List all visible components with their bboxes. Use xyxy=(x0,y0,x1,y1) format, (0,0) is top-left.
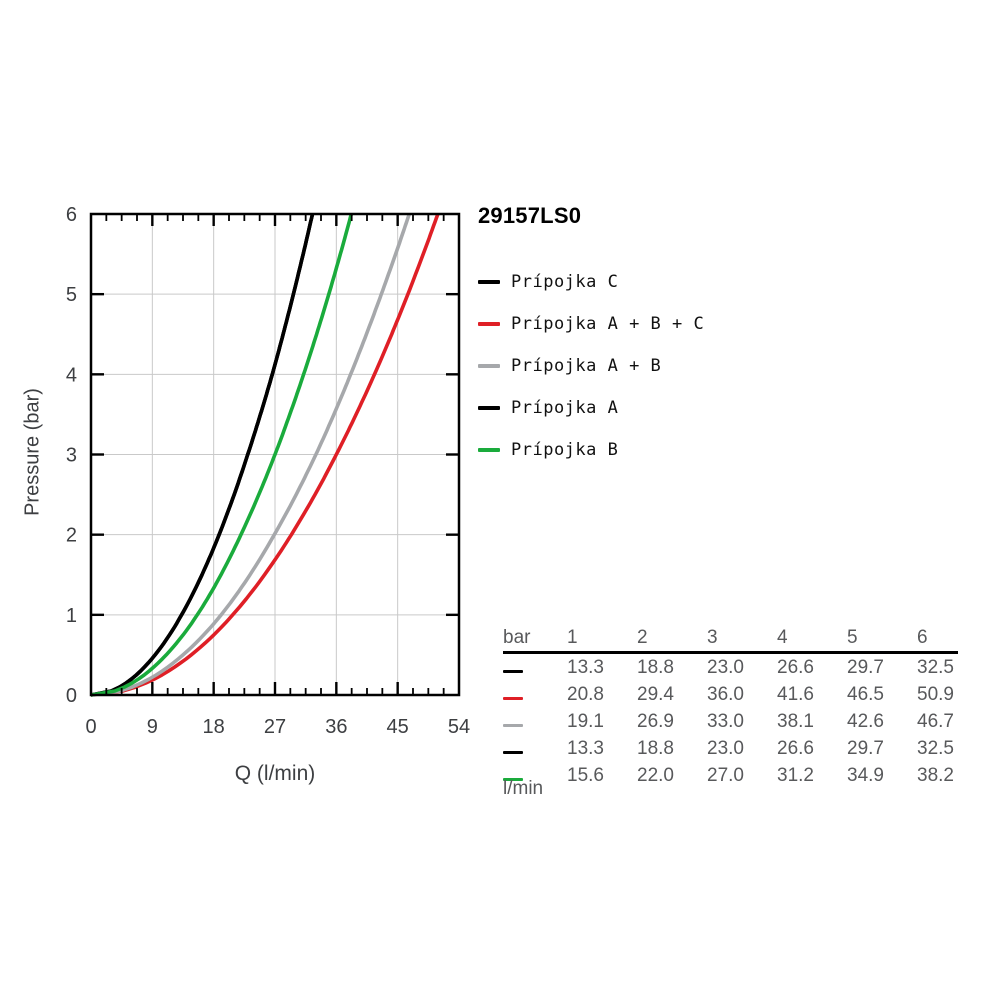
table-row-4: 15.6 22.0 27.0 31.2 34.9 38.2 xyxy=(503,762,983,789)
legend-swatch-icon xyxy=(478,280,500,284)
table-cell: 29.7 xyxy=(847,656,884,678)
row-swatch-icon xyxy=(503,750,523,754)
table-header-row: bar 1 2 3 4 5 6 xyxy=(503,627,983,649)
x-tick-label: 54 xyxy=(448,716,470,738)
x-tick-label: 0 xyxy=(85,716,96,738)
table-cell: 22.0 xyxy=(637,764,674,786)
row-swatch-icon xyxy=(503,777,523,781)
table-row-swatch-cell xyxy=(503,738,567,760)
table-cell: 27.0 xyxy=(707,764,744,786)
table-header-cell: 5 xyxy=(847,627,858,648)
table-cell: 19.1 xyxy=(567,710,604,732)
table-cell: 34.9 xyxy=(847,764,884,786)
table-header-cell: 1 xyxy=(567,627,578,648)
legend-item-label: Prípojka A + B xyxy=(511,356,662,376)
table-row-swatch-cell xyxy=(503,657,567,679)
curve-1 xyxy=(90,213,440,697)
legend-swatch-icon xyxy=(478,448,500,452)
table-cell: 38.1 xyxy=(777,710,814,732)
table-cell: 18.8 xyxy=(637,737,674,759)
table-row-0: 13.3 18.8 23.0 26.6 29.7 32.5 xyxy=(503,654,983,681)
legend-item-label: Prípojka A + B + C xyxy=(511,314,705,334)
table-cell: 23.0 xyxy=(707,737,744,759)
x-axis-title: Q (l/min) xyxy=(234,762,316,785)
table-cell: 26.6 xyxy=(777,656,814,678)
y-tick-label: 0 xyxy=(66,685,77,707)
table-cell: 23.0 xyxy=(707,656,744,678)
table-cell: 18.8 xyxy=(637,656,674,678)
legend-item-label: Prípojka A xyxy=(511,398,619,418)
table-cell: 26.9 xyxy=(637,710,674,732)
table-row-1: 20.8 29.4 36.0 41.6 46.5 50.9 xyxy=(503,681,983,708)
y-tick-label: 1 xyxy=(66,605,77,627)
legend-item-0: Prípojka C xyxy=(478,261,704,303)
flow-table: bar 1 2 3 4 5 6 13.3 18.8 23.0 26.6 29.7 32.5 20.8 29.… xyxy=(503,627,983,799)
legend-item-1: Prípojka A + B + C xyxy=(478,303,704,345)
table-cell: 29.4 xyxy=(637,683,674,705)
table-header-cell: 6 xyxy=(917,627,928,648)
table-cell: 20.8 xyxy=(567,683,604,705)
x-tick-label: 45 xyxy=(387,716,409,738)
table-row-2: 19.1 26.9 33.0 38.1 42.6 46.7 xyxy=(503,708,983,735)
table-cell: 15.6 xyxy=(567,764,604,786)
legend-item-2: Prípojka A + B xyxy=(478,345,704,387)
table-header-cell: 3 xyxy=(707,627,718,648)
legend-item-label: Prípojka C xyxy=(511,272,619,292)
y-tick-label: 2 xyxy=(66,525,77,547)
table-cell: 46.7 xyxy=(917,710,954,732)
table-cell: 13.3 xyxy=(567,656,604,678)
table-cell: 50.9 xyxy=(917,683,954,705)
curve-4 xyxy=(90,213,354,697)
legend-swatch-icon xyxy=(478,364,500,368)
row-swatch-icon xyxy=(503,696,523,700)
row-swatch-icon xyxy=(503,723,523,727)
legend-swatch-icon xyxy=(478,322,500,326)
legend-item-3: Prípojka A xyxy=(478,387,704,429)
table-header-cell: 4 xyxy=(777,627,788,648)
curve-3 xyxy=(90,213,315,697)
x-tick-label: 9 xyxy=(147,716,158,738)
table-header-cell: 2 xyxy=(637,627,648,648)
table-row-swatch-cell xyxy=(503,765,567,787)
y-tick-label: 6 xyxy=(66,204,77,226)
y-axis-title: Pressure (bar) xyxy=(21,388,44,516)
legend-item-4: Prípojka B xyxy=(478,429,704,471)
y-tick-label: 4 xyxy=(66,364,77,386)
table-footer-label: l/min xyxy=(503,778,544,799)
legend-swatch-icon xyxy=(478,406,500,410)
table-row-swatch-cell xyxy=(503,711,567,733)
table-header-rule xyxy=(503,651,958,654)
y-tick-label: 5 xyxy=(66,284,77,306)
page-title: 29157LS0 xyxy=(478,203,582,228)
table-cell: 32.5 xyxy=(917,656,954,678)
x-tick-label: 27 xyxy=(264,716,286,738)
table-cell: 36.0 xyxy=(707,683,744,705)
table-cell: 26.6 xyxy=(777,737,814,759)
curves xyxy=(90,213,440,697)
table-cell: 41.6 xyxy=(777,683,814,705)
y-tick-label: 3 xyxy=(66,445,77,467)
table-header-cell: bar xyxy=(503,627,531,648)
legend: Prípojka C Prípojka A + B + C Prípojka A +… xyxy=(478,261,704,471)
table-cell: 29.7 xyxy=(847,737,884,759)
legend-item-label: Prípojka B xyxy=(511,440,619,460)
table-cell: 33.0 xyxy=(707,710,744,732)
curve-2 xyxy=(90,213,411,697)
x-tick-label: 18 xyxy=(203,716,225,738)
table-row-3: 13.3 18.8 23.0 26.6 29.7 32.5 xyxy=(503,735,983,762)
row-swatch-icon xyxy=(503,669,523,673)
axis-ticks xyxy=(91,214,459,695)
table-cell: 32.5 xyxy=(917,737,954,759)
table-cell: 42.6 xyxy=(847,710,884,732)
gridlines xyxy=(91,214,459,695)
table-cell: 13.3 xyxy=(567,737,604,759)
table-row-swatch-cell xyxy=(503,684,567,706)
table-cell: 46.5 xyxy=(847,683,884,705)
table-cell: 38.2 xyxy=(917,764,954,786)
table-cell: 31.2 xyxy=(777,764,814,786)
x-tick-label: 36 xyxy=(325,716,347,738)
